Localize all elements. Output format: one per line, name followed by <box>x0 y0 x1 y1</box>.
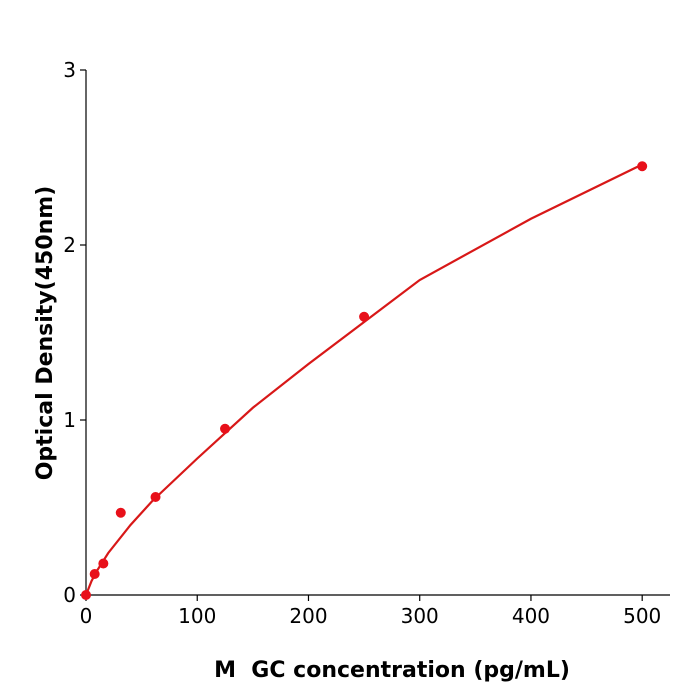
data-point <box>81 590 91 600</box>
x-axis-label: M GC concentration (pg/mL) <box>214 658 570 683</box>
y-tick-label: 3 <box>63 58 76 82</box>
data-point <box>637 161 648 172</box>
x-tick-label: 400 <box>512 604 550 628</box>
x-tick-label: 100 <box>178 604 216 628</box>
data-point <box>98 558 109 569</box>
y-axis-label: Optical Density(450nm) <box>33 186 58 481</box>
x-tick-label: 500 <box>623 604 661 628</box>
y-tick-label: 2 <box>63 233 76 257</box>
data-point <box>220 423 231 434</box>
fit-curve <box>84 163 643 596</box>
data-point <box>115 507 126 518</box>
y-tick-label: 0 <box>63 583 76 607</box>
x-tick-label: 300 <box>401 604 439 628</box>
data-point <box>359 311 370 322</box>
data-point <box>89 569 100 579</box>
x-tick-label: 200 <box>289 604 327 628</box>
x-tick-label: 0 <box>80 604 93 628</box>
data-point <box>150 492 161 502</box>
y-tick-label: 1 <box>63 408 76 432</box>
